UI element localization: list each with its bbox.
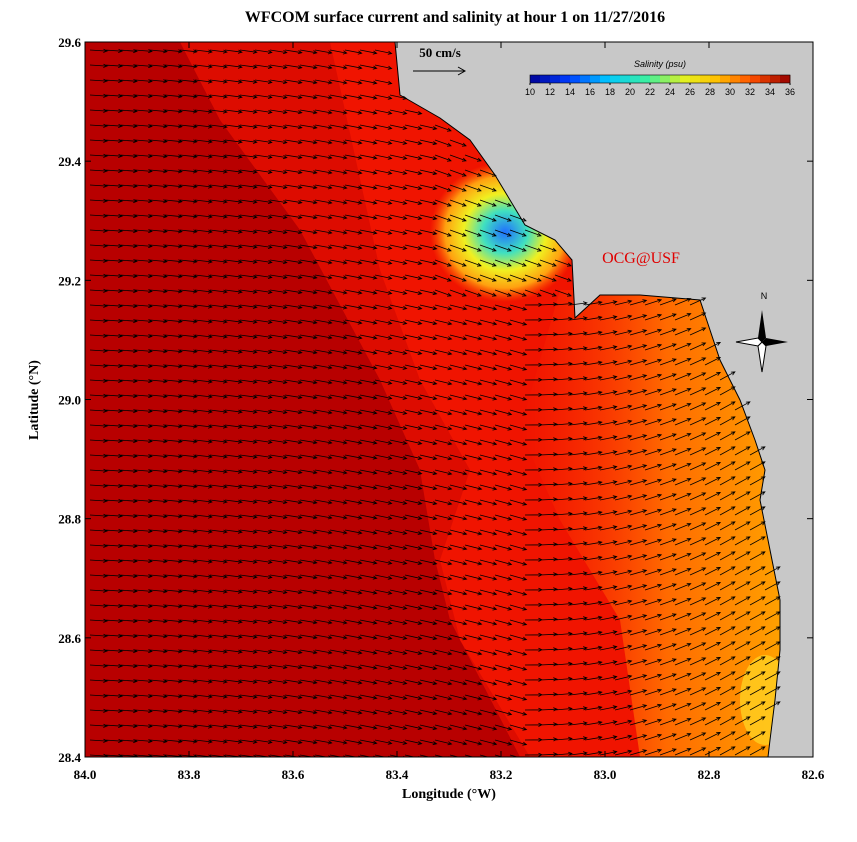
map-title: WFCOM surface current and salinity at ho… [245, 9, 665, 26]
colorbar-swatch [640, 75, 651, 83]
colorbar-swatch [550, 75, 561, 83]
y-tick-label: 28.6 [58, 631, 81, 646]
colorbar-swatch [620, 75, 631, 83]
colorbar-tick-label: 12 [545, 87, 555, 97]
scale-label: 50 cm/s [419, 45, 461, 60]
colorbar-tick-label: 20 [625, 87, 635, 97]
colorbar-tick-label: 24 [665, 87, 675, 97]
colorbar-swatch [780, 75, 791, 83]
y-tick-label: 29.6 [58, 35, 81, 50]
colorbar-swatch [680, 75, 691, 83]
x-tick-label: 83.6 [282, 767, 305, 782]
colorbar-swatch [710, 75, 721, 83]
x-axis-label: Longitude (°W) [402, 787, 496, 802]
colorbar-swatch [530, 75, 541, 83]
y-tick-label: 28.8 [58, 512, 81, 527]
y-tick-label: 28.4 [58, 750, 81, 765]
y-tick-label: 29.4 [58, 154, 81, 169]
coastal-water [520, 290, 813, 757]
colorbar-swatch [720, 75, 731, 83]
colorbar-swatch [690, 75, 701, 83]
colorbar-tick-label: 22 [645, 87, 655, 97]
compass: N [735, 291, 788, 373]
colorbar-tick-label: 26 [685, 87, 695, 97]
colorbar-tick-label: 28 [705, 87, 715, 97]
colorbar-swatch [540, 75, 551, 83]
current-vectors [89, 48, 781, 757]
salinity-field [85, 42, 813, 757]
colorbar-swatch [730, 75, 741, 83]
colorbar-swatch [660, 75, 671, 83]
colorbar-swatch [650, 75, 661, 83]
colorbar-tick-label: 14 [565, 87, 575, 97]
colorbar-swatch [770, 75, 781, 83]
colorbar-swatch [700, 75, 711, 83]
y-axis-label: Latitude (°N) [27, 360, 42, 440]
x-tick-label: 83.4 [386, 767, 409, 782]
x-tick-label: 83.2 [490, 767, 513, 782]
y-tick-label: 29.2 [58, 273, 81, 288]
colorbar-swatch [600, 75, 611, 83]
colorbar-swatch [670, 75, 681, 83]
colorbar-swatch [740, 75, 751, 83]
x-tick-label: 84.0 [74, 767, 97, 782]
colorbar-tick-label: 30 [725, 87, 735, 97]
credit-label: OCG@USF [602, 250, 680, 267]
colorbar-tick-label: 36 [785, 87, 795, 97]
x-tick-label: 82.8 [698, 767, 721, 782]
x-tick-label: 82.6 [802, 767, 825, 782]
compass-label: N [761, 291, 768, 301]
colorbar-tick-label: 32 [745, 87, 755, 97]
colorbar-frame [529, 74, 791, 84]
x-tick-label: 83.0 [594, 767, 617, 782]
scale-arrowhead [457, 66, 467, 76]
colorbar-swatch [580, 75, 591, 83]
colorbar-swatch [630, 75, 641, 83]
colorbar-tick-label: 18 [605, 87, 615, 97]
colorbar-swatch [560, 75, 571, 83]
colorbar-swatch [760, 75, 771, 83]
x-tick-label: 83.8 [178, 767, 201, 782]
colorbar-swatch [590, 75, 601, 83]
colorbar-swatch [570, 75, 581, 83]
colorbar-tick-label: 16 [585, 87, 595, 97]
y-tick-label: 29.0 [58, 393, 81, 408]
colorbar-tick-label: 10 [525, 87, 535, 97]
colorbar-swatch [610, 75, 621, 83]
colorbar-label: Salinity (psu) [634, 59, 686, 69]
colorbar-swatch [750, 75, 761, 83]
colorbar-tick-label: 34 [765, 87, 775, 97]
